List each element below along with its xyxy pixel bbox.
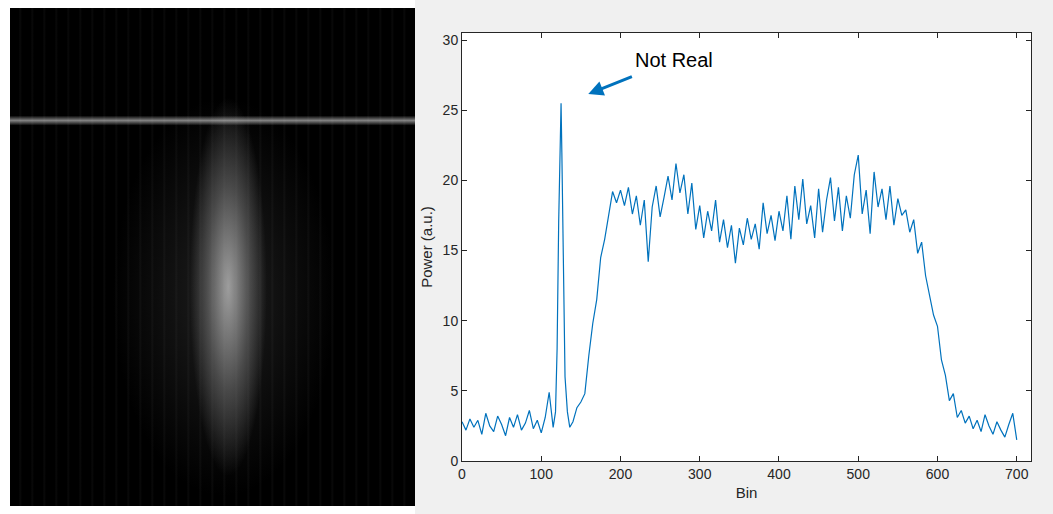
svg-text:0: 0 <box>458 466 466 482</box>
svg-text:700: 700 <box>1005 466 1029 482</box>
svg-text:30: 30 <box>443 32 459 48</box>
svg-text:100: 100 <box>530 466 554 482</box>
svg-text:500: 500 <box>847 466 871 482</box>
svg-text:200: 200 <box>609 466 633 482</box>
svg-text:Not Real: Not Real <box>635 49 713 71</box>
svg-text:5: 5 <box>450 383 458 399</box>
svg-text:400: 400 <box>767 466 791 482</box>
svg-text:0: 0 <box>450 453 458 469</box>
svg-text:600: 600 <box>926 466 950 482</box>
svg-text:25: 25 <box>443 102 459 118</box>
svg-text:10: 10 <box>443 313 459 329</box>
svg-text:20: 20 <box>443 172 459 188</box>
svg-text:Power (a.u.): Power (a.u.) <box>418 206 435 288</box>
svg-text:Bin: Bin <box>736 484 758 501</box>
svg-text:15: 15 <box>443 242 459 258</box>
svg-text:300: 300 <box>688 466 712 482</box>
